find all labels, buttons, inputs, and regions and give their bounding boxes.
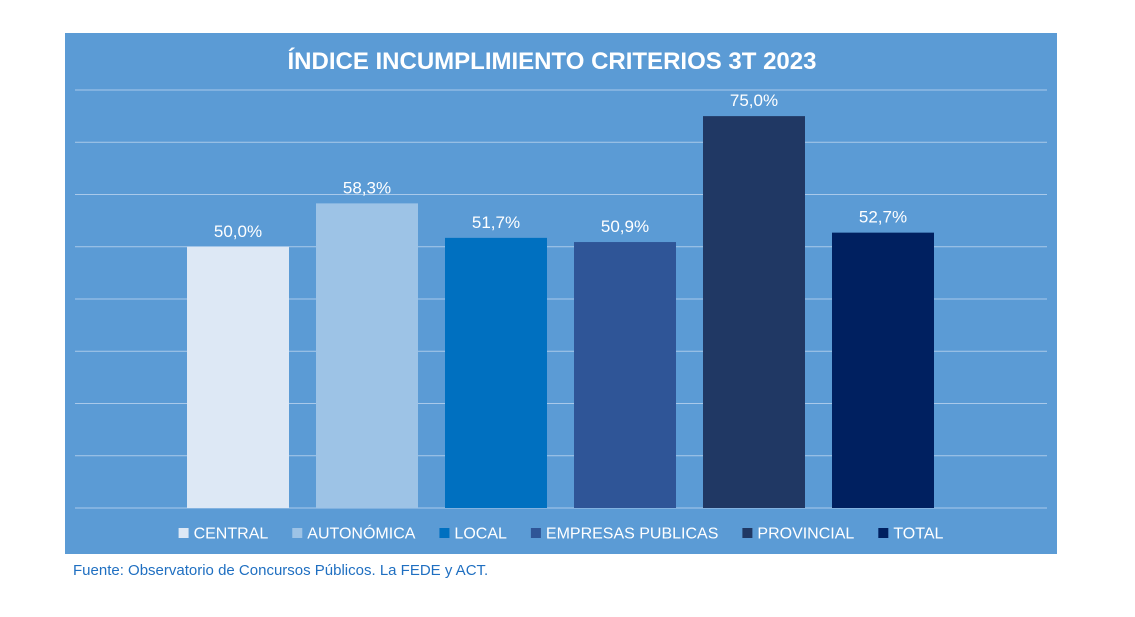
- legend-swatch: [878, 528, 889, 538]
- bar-provincial: [703, 116, 805, 508]
- data-label: 50,9%: [601, 217, 649, 236]
- legend-swatch: [178, 528, 189, 538]
- chart-panel: ÍNDICE INCUMPLIMIENTO CRITERIOS 3T 2023 …: [65, 33, 1057, 554]
- data-label: 52,7%: [859, 208, 907, 227]
- legend-label: LOCAL: [454, 526, 507, 543]
- data-labels: 50,0% 58,3% 51,7% 50,9% 75,0% 52,7%: [214, 91, 907, 241]
- bar-empresas-publicas: [574, 242, 676, 509]
- legend-label: CENTRAL: [194, 526, 269, 543]
- legend-swatch: [292, 528, 303, 538]
- data-label: 50,0%: [214, 222, 262, 241]
- legend-label: AUTONÓMICA: [307, 524, 415, 543]
- bar-total: [832, 232, 934, 508]
- legend-label: TOTAL: [893, 526, 943, 543]
- bar-local: [445, 237, 547, 508]
- legend-swatch: [530, 528, 541, 538]
- legend-swatch: [439, 528, 450, 538]
- chart-title: ÍNDICE INCUMPLIMIENTO CRITERIOS 3T 2023: [288, 47, 817, 75]
- legend: CENTRAL AUTONÓMICA LOCAL EMPRESAS PUBLICAS P…: [178, 524, 944, 543]
- legend-label: EMPRESAS PUBLICAS: [546, 526, 719, 543]
- legend-label: PROVINCIAL: [757, 526, 854, 543]
- data-label: 58,3%: [343, 178, 391, 197]
- bar-autonómica: [316, 203, 418, 508]
- chart: ÍNDICE INCUMPLIMIENTO CRITERIOS 3T 2023 …: [65, 33, 1057, 554]
- data-label: 75,0%: [730, 91, 778, 110]
- source-note: Fuente: Observatorio de Concursos Públic…: [73, 562, 489, 579]
- data-label: 51,7%: [472, 213, 520, 232]
- bar-central: [187, 246, 289, 508]
- bars: [187, 116, 934, 509]
- legend-swatch: [742, 528, 753, 538]
